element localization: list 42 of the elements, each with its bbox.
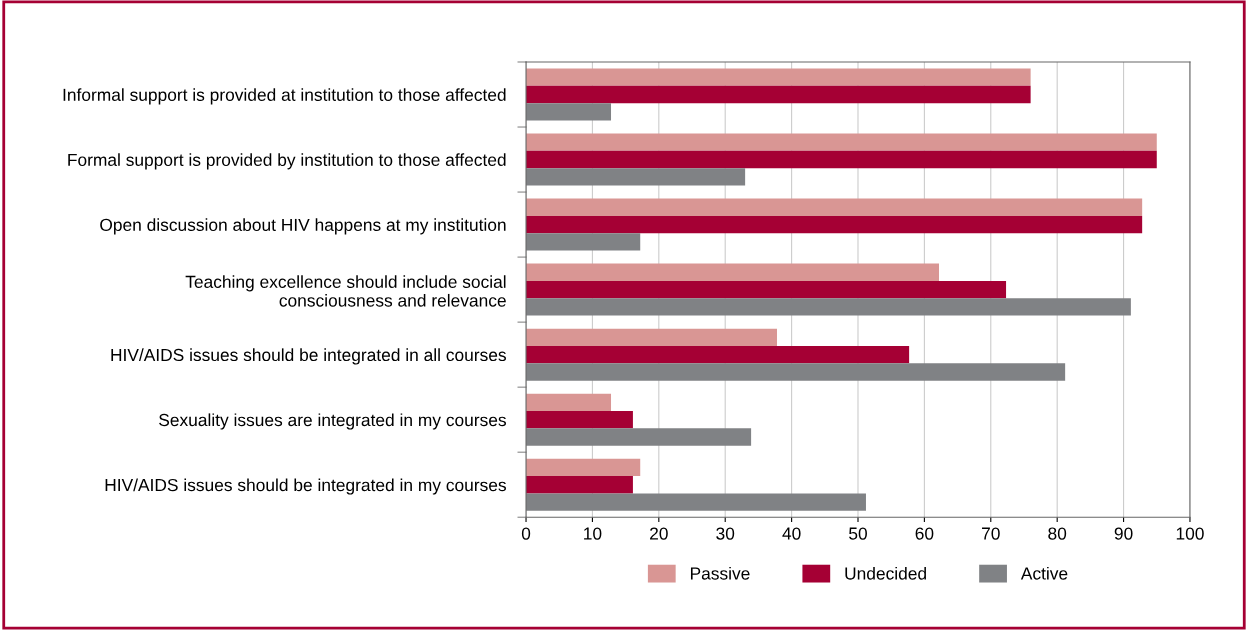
bar [526,328,777,346]
bar [526,363,1066,381]
bar [526,133,1157,151]
legend-label: Passive [690,566,750,580]
bar [526,68,1031,86]
x-tick-label: 0 [521,527,531,540]
bar [526,345,910,364]
bar [526,150,1157,169]
bar [526,458,641,477]
bar [526,298,1131,316]
bar [526,428,752,446]
x-tick-label: 100 [1176,527,1204,540]
y-tick-label: HIV/AIDS issues should be integrated in my courses [105,478,506,495]
bar [526,233,641,251]
bar [526,263,939,281]
x-tick-label: 60 [915,527,934,540]
bar [526,411,633,429]
bar [526,493,866,511]
x-tick-label: 50 [849,527,867,540]
legend-label: Undecided [845,566,926,580]
bar [526,198,1143,216]
bar [526,85,1031,104]
y-tick-label: Open discussion about HIV happens at my institution [100,218,506,235]
x-tick-label: 90 [1114,527,1133,540]
bar [526,168,746,186]
x-tick-label: 40 [782,527,801,540]
x-tick-label: 20 [650,527,668,540]
bar [526,476,633,494]
y-tick-label: Formal support is provided by institution to those affected [68,153,506,170]
y-tick-label: Informal support is provided at institution to those affected [63,88,506,105]
legend-label: Active [1020,566,1068,580]
y-tick-label: Sexuality issues are integrated in my courses [159,413,506,430]
y-tick-label: Teaching excellence should include social consciousness and relevance [185,275,506,307]
bar [526,280,1007,299]
y-tick-label: HIV/AIDS issues should be integrated in all courses [111,348,506,365]
bar [526,215,1143,234]
x-tick-label: 30 [716,527,735,540]
bar [526,393,612,412]
x-tick-label: 10 [584,527,602,540]
x-tick-label: 80 [1048,527,1067,540]
bar [526,103,612,121]
x-tick-label: 70 [982,527,1000,540]
